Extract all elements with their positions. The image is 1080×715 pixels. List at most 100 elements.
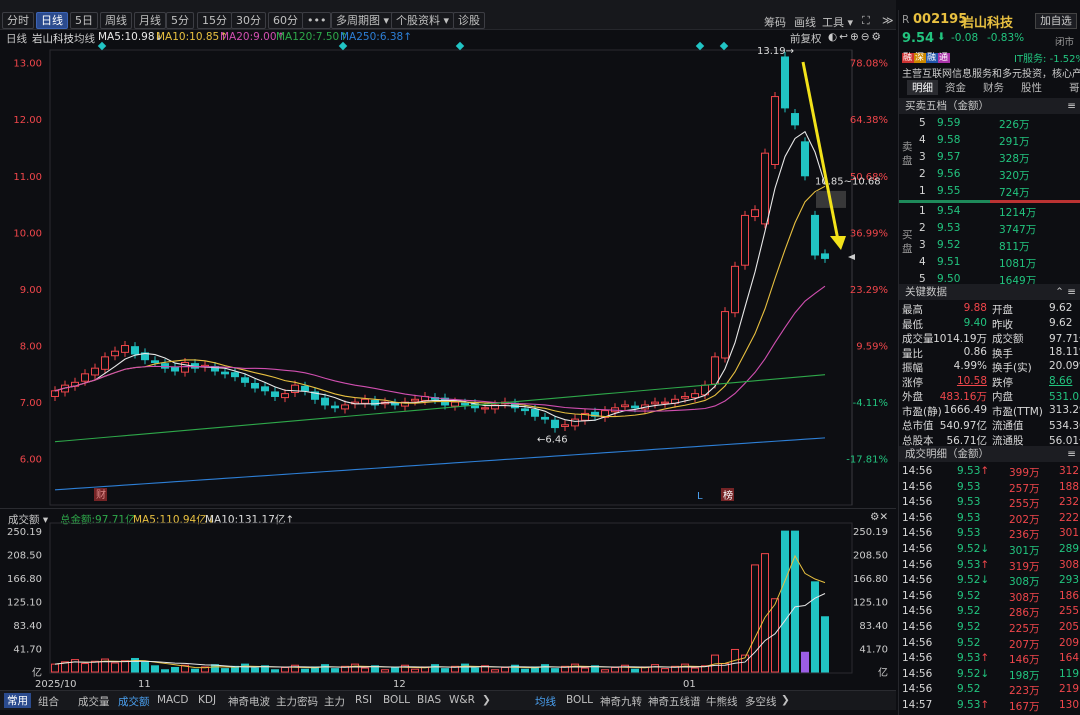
industry-change[interactable]: IT服务: -1.52%	[1014, 54, 1080, 65]
indicator-tab-13[interactable]: ❯	[482, 694, 491, 706]
toolbar-right-4[interactable]: ≫	[882, 14, 894, 27]
indicator-tab-11[interactable]: BIAS	[417, 694, 442, 706]
indicator-tab-14[interactable]: 均线	[535, 696, 556, 708]
detail-tab-4[interactable]: 哥	[1069, 82, 1080, 94]
period-button-7[interactable]: 30分	[231, 12, 266, 29]
legend-stock-name: 岩山科技	[32, 33, 74, 45]
add-watchlist-button[interactable]: 加自选	[1035, 13, 1077, 29]
indicator-tab-7[interactable]: 主力密码	[276, 696, 318, 708]
sell-price[interactable]: 9.57	[937, 151, 961, 163]
trade-price: 9.52	[957, 636, 981, 649]
tag-icons[interactable]: 融深融通	[902, 53, 951, 63]
vol-controls-icon[interactable]: ⚙✕	[870, 511, 889, 523]
indicator-tab-10[interactable]: BOLL	[383, 694, 410, 706]
sell-price[interactable]: 9.58	[937, 134, 961, 146]
indicator-tab-6[interactable]: 神奇电波	[228, 696, 270, 708]
trade-count: 232	[1059, 496, 1080, 509]
vol-bar	[741, 654, 749, 673]
vol-bar	[681, 663, 689, 673]
high-label: 13.19→	[757, 46, 794, 57]
period-button-8[interactable]: 60分	[268, 12, 303, 29]
indicator-tab-0[interactable]: 常用	[4, 693, 31, 708]
indicator-tab-5[interactable]: KDJ	[198, 694, 217, 706]
toolbar-right-3[interactable]: ⛶	[862, 14, 870, 27]
candle-body	[331, 405, 339, 409]
period-button-9[interactable]: •••	[302, 12, 332, 29]
indicator-tab-2[interactable]: 成交量	[78, 696, 110, 708]
adjust-toggle[interactable]: 前复权	[790, 33, 822, 45]
vol-frame	[49, 522, 853, 674]
vol-bar	[561, 665, 569, 673]
toolbar-right-2[interactable]: 工具 ▾	[822, 16, 854, 29]
keydata-label: 流通股	[992, 434, 1024, 447]
trade-price: 9.53	[957, 480, 981, 493]
company-desc[interactable]: 主营互联网信息服务和多元投资，核心产品2.	[902, 69, 1080, 80]
indicator-tab-12[interactable]: W&R	[449, 694, 475, 706]
indicator-tab-4[interactable]: MACD	[157, 694, 189, 706]
trade-time: 14:56	[902, 589, 933, 602]
kline-chart[interactable]: 日线 岩山科技 均线 MA5:10.98↓ MA10:10.85↑ MA20:9…	[0, 30, 896, 508]
trade-price: 9.53↑	[957, 652, 990, 665]
keydata-value: 0.86	[963, 345, 987, 358]
vol-bar	[661, 668, 669, 673]
indicator-tab-9[interactable]: RSI	[355, 694, 373, 706]
detail-tab-0[interactable]: 明细	[907, 80, 938, 95]
buy-price[interactable]: 9.54	[937, 205, 961, 217]
sell-price[interactable]: 9.55	[937, 185, 961, 197]
indicator-tab-15[interactable]: BOLL	[566, 694, 593, 706]
period-button-1[interactable]: 日线	[36, 12, 68, 29]
detail-tab-1[interactable]: 资金	[945, 82, 966, 94]
vol-tick-right: 208.50	[853, 550, 888, 561]
indicator-tab-1[interactable]: 组合	[38, 696, 59, 708]
buy-price[interactable]: 9.53	[937, 222, 961, 234]
detail-tab-3[interactable]: 股性	[1021, 82, 1042, 94]
chart-controls-icon[interactable]: ◐↩⊕⊖⚙	[828, 31, 883, 43]
event-marker-icon	[97, 41, 107, 51]
buy-price[interactable]: 9.52	[937, 239, 961, 251]
buy-level: 5	[919, 273, 926, 285]
vol-bar	[601, 669, 609, 673]
volume-svg[interactable]: 250.19 250.19 208.50 208.50 166.80 166.80 125.…	[0, 509, 896, 691]
sell-price[interactable]: 9.59	[937, 117, 961, 129]
period-button-11[interactable]: 个股资料 ▾	[391, 12, 455, 29]
indicator-tab-20[interactable]: ❯	[781, 694, 790, 706]
kline-svg[interactable]: 13.00 12.00 11.00 10.00 9.00 8.00 7.00 6.00 78.0…	[0, 30, 896, 508]
candle-body	[521, 408, 529, 412]
period-button-6[interactable]: 15分	[197, 12, 232, 29]
toolbar-right-1[interactable]: 画线	[794, 16, 816, 29]
trade-count: 130	[1059, 699, 1080, 711]
legend-type[interactable]: 均线	[74, 33, 95, 45]
vol-legend-label[interactable]: 成交额 ▾	[8, 514, 49, 526]
indicator-tab-17[interactable]: 神奇五线谱	[648, 696, 701, 708]
period-button-0[interactable]: 分时	[2, 12, 34, 29]
candle-body	[821, 253, 829, 259]
legend-ma250: MA250:6.38↑	[340, 31, 412, 43]
trade-count: 164	[1059, 652, 1080, 665]
indicator-tab-19[interactable]: 多空线	[745, 696, 777, 708]
indicator-tab-3[interactable]: 成交额	[118, 696, 150, 708]
keydata-value: 20.09%	[1049, 360, 1080, 372]
buy-price[interactable]: 9.50	[937, 273, 961, 285]
sell-volume: 320万	[999, 170, 1030, 182]
toolbar-right-0[interactable]: 筹码	[764, 16, 786, 29]
vol-ma5-line	[54, 554, 826, 669]
vol-bar	[331, 668, 339, 673]
period-button-3[interactable]: 周线	[100, 12, 132, 29]
indicator-tab-8[interactable]: 主力	[324, 696, 345, 708]
vol-bar	[701, 665, 709, 673]
keydata-header: 关键数据 ⌃ ≡	[899, 284, 1080, 300]
period-button-5[interactable]: 5分	[166, 12, 194, 29]
pct-tick: 36.99%	[850, 228, 888, 239]
period-button-4[interactable]: 月线	[134, 12, 166, 29]
period-button-10[interactable]: 多周期图 ▾	[331, 12, 395, 29]
period-button-12[interactable]: 诊股	[453, 12, 485, 29]
detail-tab-2[interactable]: 财务	[983, 82, 1004, 94]
volume-panel[interactable]: 成交额 ▾ 总金额:97.71亿 MA5:110.94亿↓ MA10:131.1…	[0, 508, 896, 690]
trade-amount: 202万	[1009, 513, 1040, 526]
indicator-tab-18[interactable]: 牛熊线	[706, 696, 738, 708]
period-button-2[interactable]: 5日	[70, 12, 98, 29]
sell-price[interactable]: 9.56	[937, 168, 961, 180]
event-marker-icon	[695, 41, 705, 51]
buy-price[interactable]: 9.51	[937, 256, 961, 268]
indicator-tab-16[interactable]: 神奇九转	[600, 696, 642, 708]
